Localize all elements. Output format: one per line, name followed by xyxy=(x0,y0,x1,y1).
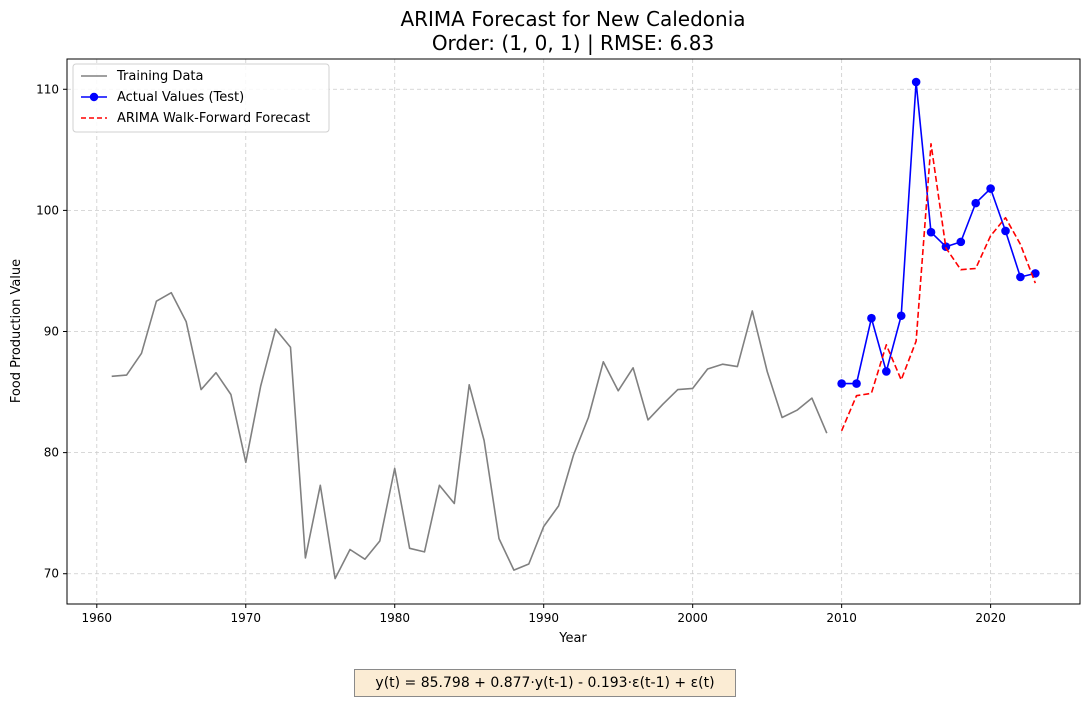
legend-label-forecast: ARIMA Walk-Forward Forecast xyxy=(117,111,310,126)
data-point-actual-values-test xyxy=(941,242,951,252)
data-point-actual-values-test xyxy=(867,313,876,323)
legend: Training Data Actual Values (Test) ARIMA… xyxy=(72,63,330,133)
data-point-actual-values-test xyxy=(837,379,846,388)
grid xyxy=(67,59,1080,604)
x-tick-label: 2000 xyxy=(677,611,708,625)
chart-title: ARIMA Forecast for New Caledonia xyxy=(400,7,745,31)
ticks: 1960 1970 1980 1990 2000 2010 2020 70 80 90 100 110 xyxy=(36,82,1006,625)
data-point-actual-values-test xyxy=(926,227,936,237)
legend-marker-actual xyxy=(89,92,99,102)
data-point-actual-values-test xyxy=(896,311,906,321)
x-tick-label: 2020 xyxy=(975,611,1006,625)
series-line-arima-walk-forward-forecast xyxy=(840,143,1037,432)
series-layer xyxy=(111,77,1040,580)
data-point-actual-values-test xyxy=(1016,272,1025,282)
x-tick-label: 1970 xyxy=(230,611,261,625)
series-line-training-data xyxy=(111,291,828,580)
data-point-actual-values-test xyxy=(971,198,981,208)
x-axis-label: Year xyxy=(558,631,587,646)
series-line-actual-values-test xyxy=(841,81,1036,385)
legend-label-actual: Actual Values (Test) xyxy=(117,90,244,105)
y-tick-label: 80 xyxy=(44,446,59,460)
x-tick-label: 1980 xyxy=(379,611,410,625)
y-tick-label: 90 xyxy=(44,325,59,339)
chart-subtitle: Order: (1, 0, 1) | RMSE: 6.83 xyxy=(432,31,714,55)
legend-label-training: Training Data xyxy=(116,69,203,84)
data-point-actual-values-test xyxy=(852,379,861,388)
y-tick-label: 70 xyxy=(44,567,59,581)
x-tick-label: 2010 xyxy=(826,611,857,625)
x-tick-label: 1990 xyxy=(528,611,559,625)
data-point-actual-values-test xyxy=(911,77,921,87)
y-tick-label: 110 xyxy=(36,82,59,96)
y-tick-label: 100 xyxy=(36,203,59,217)
legend-box xyxy=(72,63,330,133)
model-formula: y(t) = 85.798 + 0.877·y(t-1) - 0.193·ε(t… xyxy=(354,669,736,697)
data-point-actual-values-test xyxy=(956,237,966,247)
data-point-actual-values-test xyxy=(986,184,995,193)
y-axis-label: Food Production Value xyxy=(9,259,24,403)
data-point-actual-values-test xyxy=(882,367,891,376)
x-tick-label: 1960 xyxy=(82,611,113,625)
data-point-actual-values-test xyxy=(1001,226,1010,236)
